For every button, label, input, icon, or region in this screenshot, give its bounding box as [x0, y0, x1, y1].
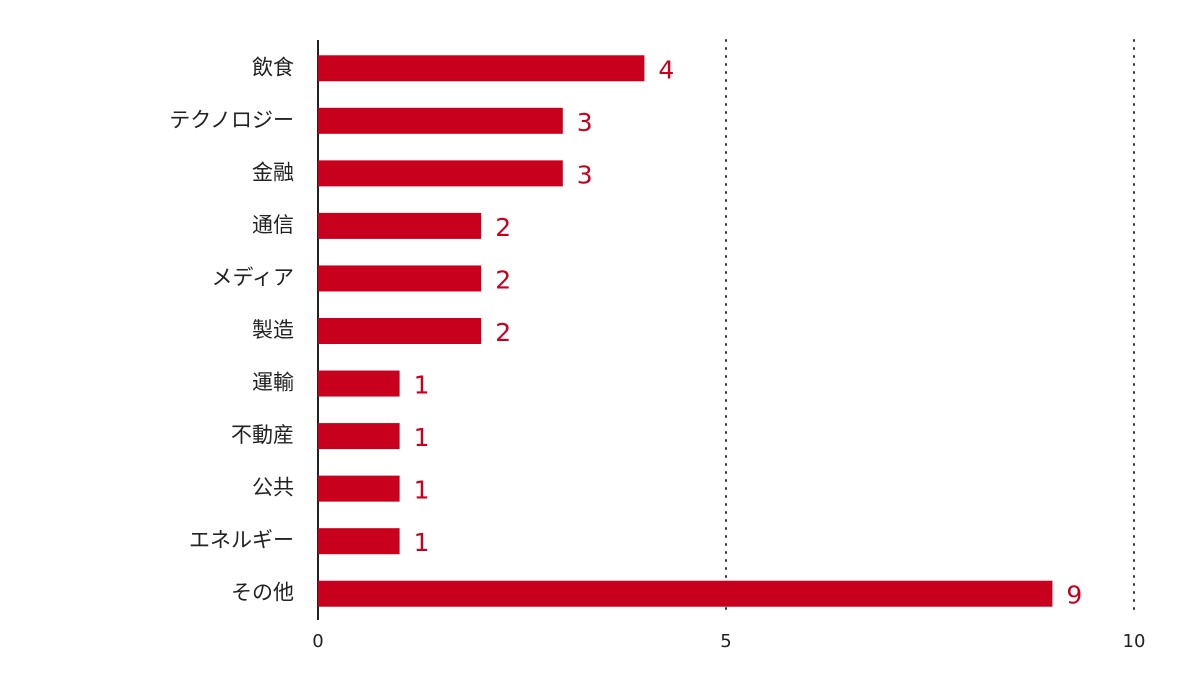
bar	[318, 265, 482, 292]
y-tick-label: 不動産	[231, 423, 294, 447]
bar	[318, 212, 482, 239]
y-tick-label: 通信	[252, 213, 294, 237]
value-label: 4	[658, 55, 674, 84]
bar	[318, 318, 482, 344]
value-label: 2	[495, 213, 511, 242]
y-tick-label: 公共	[252, 476, 294, 500]
value-label: 3	[577, 160, 593, 189]
bar	[318, 423, 400, 450]
bar	[318, 475, 400, 502]
bar	[318, 160, 563, 187]
y-tick-label: 飲食	[252, 55, 294, 79]
y-tick-label: 運輸	[252, 371, 294, 395]
value-label: 3	[577, 108, 593, 137]
y-tick-label: エネルギー	[189, 528, 294, 552]
value-label: 1	[414, 371, 430, 400]
value-label: 1	[414, 528, 430, 557]
y-tick-label: 金融	[252, 160, 294, 184]
value-label: 1	[414, 423, 430, 452]
y-tick-label: 製造	[252, 318, 294, 342]
x-tick-label: 5	[720, 631, 731, 652]
bar	[318, 370, 400, 397]
bar	[318, 107, 563, 134]
bar	[318, 528, 400, 555]
y-tick-label: テクノロジー	[169, 108, 294, 132]
value-label: 9	[1066, 581, 1082, 610]
value-label: 1	[414, 476, 430, 505]
value-label: 2	[495, 265, 511, 294]
value-label: 2	[495, 318, 511, 347]
y-tick-label: その他	[231, 581, 294, 605]
y-tick-label: メディア	[211, 265, 294, 289]
bar	[318, 55, 645, 82]
x-tick-label: 0	[312, 631, 323, 652]
x-tick-label: 10	[1123, 631, 1146, 652]
bar	[318, 580, 1053, 607]
